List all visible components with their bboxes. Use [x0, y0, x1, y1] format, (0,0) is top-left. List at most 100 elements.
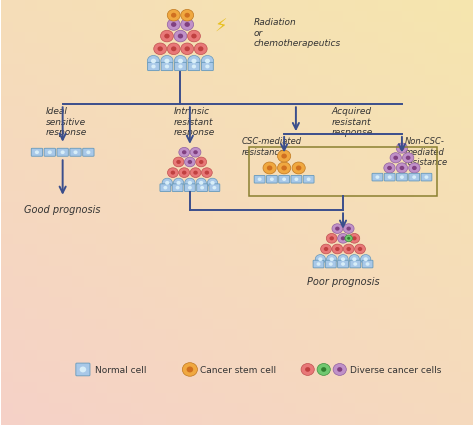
Bar	[119, 403, 131, 414]
Bar	[343, 118, 355, 128]
Bar	[414, 65, 426, 75]
Bar	[402, 266, 414, 276]
Bar	[108, 224, 119, 234]
Bar	[273, 266, 284, 276]
Bar	[108, 329, 119, 340]
Bar	[284, 44, 296, 54]
Bar	[25, 160, 36, 171]
Bar	[402, 351, 414, 361]
Bar	[461, 234, 473, 245]
Bar	[119, 44, 131, 54]
Bar	[438, 12, 449, 23]
Bar	[119, 372, 131, 382]
Circle shape	[352, 237, 356, 241]
Bar	[366, 287, 378, 298]
Bar	[213, 65, 225, 75]
Bar	[331, 139, 343, 150]
Bar	[25, 107, 36, 118]
Bar	[131, 1, 143, 12]
Bar	[237, 276, 249, 287]
Bar	[25, 287, 36, 298]
Bar	[237, 33, 249, 44]
Bar	[213, 128, 225, 139]
Bar	[96, 414, 108, 425]
Bar	[237, 150, 249, 160]
Bar	[308, 128, 319, 139]
Bar	[237, 213, 249, 224]
Circle shape	[201, 56, 214, 67]
Bar	[36, 1, 48, 12]
Bar	[119, 128, 131, 139]
Bar	[119, 234, 131, 245]
Bar	[319, 298, 331, 308]
Circle shape	[196, 158, 207, 167]
Bar	[225, 12, 237, 23]
Bar	[131, 234, 143, 245]
Bar	[402, 255, 414, 266]
Bar	[201, 414, 213, 425]
Bar	[261, 276, 273, 287]
Circle shape	[164, 35, 170, 39]
Bar	[331, 86, 343, 97]
Bar	[390, 118, 402, 128]
Bar	[355, 65, 366, 75]
Bar	[414, 234, 426, 245]
Bar	[213, 361, 225, 372]
Bar	[343, 308, 355, 319]
Bar	[1, 128, 13, 139]
Bar	[237, 160, 249, 171]
Bar	[84, 340, 96, 351]
Bar	[190, 224, 201, 234]
Circle shape	[188, 56, 200, 67]
Circle shape	[338, 255, 348, 264]
Bar	[178, 266, 190, 276]
Bar	[84, 44, 96, 54]
Bar	[390, 393, 402, 403]
Bar	[449, 329, 461, 340]
Bar	[155, 414, 166, 425]
Bar	[378, 308, 390, 319]
Bar	[366, 1, 378, 12]
Bar	[237, 23, 249, 33]
Bar	[284, 171, 296, 181]
Bar	[213, 150, 225, 160]
Bar	[190, 181, 201, 192]
Bar	[438, 160, 449, 171]
Bar	[25, 192, 36, 202]
Bar	[84, 150, 96, 160]
Bar	[378, 319, 390, 329]
Bar	[261, 403, 273, 414]
FancyBboxPatch shape	[172, 184, 183, 192]
Bar	[48, 372, 60, 382]
Bar	[36, 340, 48, 351]
Bar	[13, 276, 25, 287]
Bar	[249, 414, 261, 425]
Bar	[355, 12, 366, 23]
Circle shape	[61, 151, 65, 155]
Bar	[166, 351, 178, 361]
Bar	[48, 44, 60, 54]
Bar	[1, 139, 13, 150]
Bar	[461, 213, 473, 224]
Bar	[319, 65, 331, 75]
Bar	[366, 65, 378, 75]
Bar	[426, 192, 438, 202]
Bar	[119, 245, 131, 255]
Bar	[331, 150, 343, 160]
Bar	[60, 255, 72, 266]
Bar	[284, 340, 296, 351]
Circle shape	[181, 20, 194, 31]
Bar	[449, 107, 461, 118]
Bar	[201, 340, 213, 351]
Bar	[249, 298, 261, 308]
Bar	[273, 192, 284, 202]
Bar	[249, 65, 261, 75]
Bar	[449, 287, 461, 298]
Bar	[308, 202, 319, 213]
Bar	[355, 160, 366, 171]
Bar	[449, 12, 461, 23]
Bar	[355, 287, 366, 298]
FancyBboxPatch shape	[384, 174, 395, 181]
Bar	[190, 255, 201, 266]
Bar	[308, 308, 319, 319]
